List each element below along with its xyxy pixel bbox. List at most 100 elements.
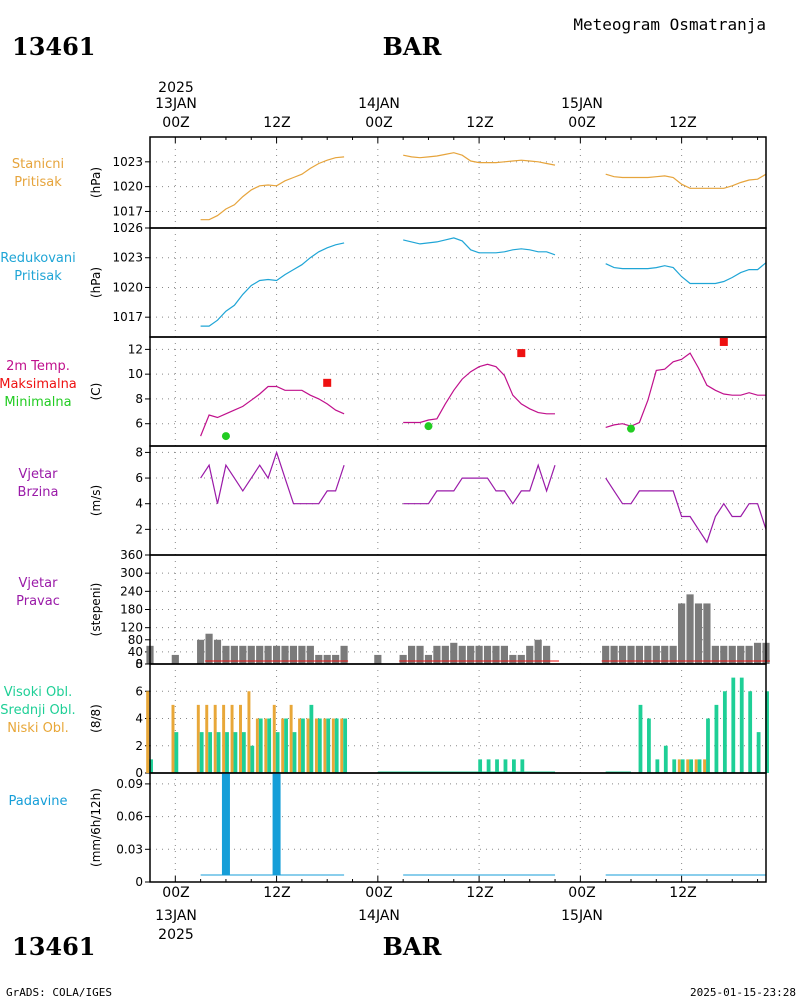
wind-dir-bar <box>197 639 205 664</box>
y-tick-label: 8 <box>135 657 143 671</box>
y-axis-label: (hPa) <box>89 167 103 198</box>
series-line <box>200 450 345 505</box>
wind-dir-bar <box>517 654 525 664</box>
wind-dir-bar <box>239 645 247 664</box>
tmin-marker <box>626 424 635 433</box>
wind-dir-bar <box>694 603 703 664</box>
series-line <box>403 152 556 166</box>
high-cloud-bar <box>739 677 744 773</box>
high-cloud-bar <box>731 677 736 773</box>
y-tick-label: 6 <box>135 471 143 485</box>
series-line <box>200 242 345 327</box>
bottom-day-label-3: 15JAN <box>561 908 603 924</box>
y-tick-label: 40 <box>128 645 143 659</box>
top-hour-label-4: 12Z <box>466 115 493 131</box>
wind-dir-bar <box>171 654 179 664</box>
top-year-label: 2025 <box>158 80 194 96</box>
high-cloud-bar <box>655 759 660 773</box>
y-axis-label: (hPa) <box>89 267 103 298</box>
y-axis-label: (m/s) <box>89 485 103 516</box>
wind-dir-bar <box>416 645 424 664</box>
tmin-marker <box>221 432 230 441</box>
wind-dir-bar <box>332 654 340 664</box>
high-cloud-bar <box>478 759 483 773</box>
series-line <box>605 173 767 189</box>
y-tick-label: 0 <box>135 766 143 780</box>
wind-dir-bar <box>745 645 753 664</box>
low-cloud-bar <box>205 704 209 773</box>
panel-label: Redukovani <box>0 251 75 266</box>
low-cloud-bar <box>247 691 251 773</box>
high-cloud-bar <box>258 718 263 773</box>
y-tick-label: 4 <box>135 712 143 726</box>
wind-dir-bar <box>264 645 272 664</box>
low-cloud-bar <box>230 704 234 773</box>
high-cloud-bar <box>267 718 272 773</box>
top-hour-label-5: 00Z <box>568 115 595 131</box>
panel-label: Stanicni <box>12 157 64 172</box>
high-cloud-bar <box>714 704 719 773</box>
y-tick-label: 1017 <box>112 204 143 218</box>
bottom-hour-label-3: 00Z <box>365 885 392 901</box>
wind-dir-bar <box>213 639 222 664</box>
wind-dir-bar <box>467 645 475 664</box>
wind-dir-bar <box>247 645 255 664</box>
bottom-day-label-2: 14JAN <box>358 908 400 924</box>
low-cloud-bar <box>281 718 285 773</box>
low-cloud-bar <box>289 704 293 773</box>
high-cloud-bar <box>317 718 322 773</box>
credit-text: GrADS: COLA/IGES <box>6 986 112 999</box>
y-tick-label: 2 <box>135 522 143 536</box>
high-cloud-bar <box>174 732 179 773</box>
panel-label: 2m Temp. <box>6 359 70 374</box>
wind-dir-bar <box>635 645 644 664</box>
panel-4: 2 4 6 8 (m/s) Vjetar Brzina <box>18 445 767 556</box>
y-tick-label: 4 <box>135 497 143 511</box>
low-cloud-bar <box>677 759 681 773</box>
wind-dir-bar <box>610 645 618 664</box>
panel-frame <box>149 445 767 556</box>
wind-dir-bar <box>534 639 542 664</box>
timestamp-text: 2025-01-15-23:28 <box>690 986 796 999</box>
top-hour-label-1: 00Z <box>162 115 189 131</box>
y-tick-label: 6 <box>135 417 143 431</box>
high-cloud-bar <box>309 704 314 773</box>
y-axis-label: (8/8) <box>89 704 103 733</box>
high-cloud-bar <box>301 718 305 773</box>
wind-dir-bar <box>441 645 449 664</box>
y-tick-label: 1023 <box>112 251 143 265</box>
y-axis-label: (C) <box>89 383 103 401</box>
wind-dir-bar <box>720 645 728 664</box>
tmax-marker <box>323 378 332 387</box>
y-axis-label: (mm/6h/12h) <box>89 788 103 867</box>
top-hour-label-2: 12Z <box>263 115 290 131</box>
low-cloud-bar <box>196 704 200 773</box>
low-cloud-bar <box>323 718 327 773</box>
panel-label: Brzina <box>18 485 59 500</box>
wind-dir-bar <box>424 654 433 664</box>
panel-label: Vjetar <box>19 576 59 591</box>
station-name-bottom: BAR <box>383 932 443 961</box>
bottom-hour-label-4: 12Z <box>466 885 493 901</box>
panel-frame <box>149 772 767 883</box>
wind-dir-bar <box>526 645 534 664</box>
wind-dir-bar <box>230 645 238 664</box>
high-cloud-bar <box>208 732 213 773</box>
wind-dir-bar <box>652 645 660 664</box>
wind-dir-bar <box>256 645 264 664</box>
high-cloud-bar <box>647 718 651 773</box>
y-tick-label: 1026 <box>112 221 143 235</box>
panel-1: 1017 1020 1023 (hPa) Stanicni Pritisak <box>12 136 767 229</box>
high-cloud-bar <box>512 759 516 773</box>
panel-frame <box>149 336 767 447</box>
bottom-hour-label-2: 12Z <box>263 885 290 901</box>
high-cloud-bar <box>225 732 229 773</box>
wind-dir-bar <box>669 645 677 664</box>
low-cloud-bar <box>340 718 344 773</box>
panel-2: 1017 1020 1023 1026 (hPa) Redukovani Pritisak <box>0 221 767 338</box>
wind-dir-bar <box>408 645 416 664</box>
high-cloud-bar <box>638 704 643 773</box>
high-cloud-bar <box>689 759 694 773</box>
y-tick-label: 1020 <box>112 280 143 294</box>
wind-dir-bar <box>315 654 323 664</box>
